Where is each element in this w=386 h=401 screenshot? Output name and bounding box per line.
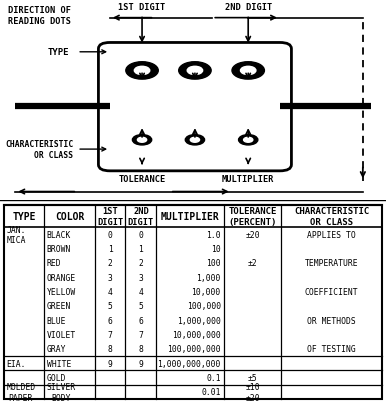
Circle shape [244,138,253,143]
Text: TOLERANCE
(PERCENT): TOLERANCE (PERCENT) [228,207,277,226]
Text: ±10
±20: ±10 ±20 [245,382,260,401]
Text: ±5: ±5 [247,373,257,382]
Text: BROWN: BROWN [47,245,71,253]
Text: 10,000: 10,000 [191,288,221,296]
Text: MULTIPLIER: MULTIPLIER [161,212,220,221]
Text: 1ST DIGIT: 1ST DIGIT [119,3,166,12]
Text: 9: 9 [108,359,112,368]
Text: 7: 7 [108,330,112,339]
Text: 1.0: 1.0 [206,230,221,239]
Text: RED: RED [47,259,61,268]
Text: SILVER
BODY: SILVER BODY [47,382,76,401]
Text: 7: 7 [139,330,143,339]
Text: BLUE: BLUE [47,316,66,325]
Text: 9: 9 [139,359,143,368]
Text: GRAY: GRAY [47,344,66,354]
Text: 100,000,000: 100,000,000 [167,344,221,354]
Text: 1,000: 1,000 [196,273,221,282]
Circle shape [137,138,147,143]
Text: 2: 2 [139,259,143,268]
Text: 0: 0 [139,230,143,239]
Text: 10,000,000: 10,000,000 [172,330,221,339]
Circle shape [185,135,205,146]
Circle shape [190,138,200,143]
Text: ±20: ±20 [245,230,260,239]
Text: GOLD: GOLD [47,373,66,382]
Text: 1ST
DIGIT: 1ST DIGIT [97,207,123,226]
Text: TOLERANCE: TOLERANCE [119,174,166,184]
Text: COLOR: COLOR [55,212,84,221]
Circle shape [132,135,152,146]
Text: 0: 0 [108,230,112,239]
Text: 3: 3 [139,273,143,282]
Text: 2ND DIGIT: 2ND DIGIT [225,3,272,12]
Text: MOLDED
PAPER: MOLDED PAPER [6,382,36,401]
Text: 0.1: 0.1 [206,373,221,382]
Text: WHITE: WHITE [47,359,71,368]
Text: OF TESTING: OF TESTING [307,344,356,354]
Text: 4: 4 [108,288,112,296]
Text: ORANGE: ORANGE [47,273,76,282]
Text: DIRECTION OF
READING DOTS: DIRECTION OF READING DOTS [8,6,71,26]
Circle shape [126,63,158,80]
Circle shape [239,135,258,146]
Text: CHARACTERISTIC
OR CLASS: CHARACTERISTIC OR CLASS [294,207,369,226]
Text: OR METHODS: OR METHODS [307,316,356,325]
Text: 6: 6 [139,316,143,325]
Text: GREEN: GREEN [47,302,71,311]
Text: 6: 6 [108,316,112,325]
Text: 1,000,000: 1,000,000 [177,316,221,325]
Text: TYPE: TYPE [12,212,36,221]
Circle shape [232,63,264,80]
Text: TYPE: TYPE [48,48,69,57]
Text: 5: 5 [139,302,143,311]
Text: 1: 1 [139,245,143,253]
Text: 8: 8 [139,344,143,354]
Text: 100,000: 100,000 [187,302,221,311]
Text: CHARACTERISTIC
OR CLASS: CHARACTERISTIC OR CLASS [5,140,73,160]
Circle shape [240,67,256,75]
Circle shape [134,67,150,75]
Text: 2ND
DIGIT: 2ND DIGIT [128,207,154,226]
Text: ±2: ±2 [247,259,257,268]
Text: TEMPERATURE: TEMPERATURE [305,259,358,268]
Text: 0.01: 0.01 [201,387,221,396]
Circle shape [179,63,211,80]
Text: MULTIPLIER: MULTIPLIER [222,174,274,184]
Text: 1: 1 [108,245,112,253]
Text: 100: 100 [206,259,221,268]
Text: 3: 3 [108,273,112,282]
Text: VIOLET: VIOLET [47,330,76,339]
Text: 1,000,000,000: 1,000,000,000 [157,359,221,368]
Text: BLACK: BLACK [47,230,71,239]
Text: 2: 2 [108,259,112,268]
Text: 8: 8 [108,344,112,354]
Text: APPLIES TO: APPLIES TO [307,230,356,239]
Text: YELLOW: YELLOW [47,288,76,296]
Text: 10: 10 [211,245,221,253]
Text: JAN.
MICA: JAN. MICA [6,225,26,244]
FancyBboxPatch shape [98,43,291,171]
Circle shape [187,67,203,75]
Text: EIA.: EIA. [6,359,26,368]
Text: 5: 5 [108,302,112,311]
Text: 4: 4 [139,288,143,296]
Text: COEFFICIENT: COEFFICIENT [305,288,358,296]
